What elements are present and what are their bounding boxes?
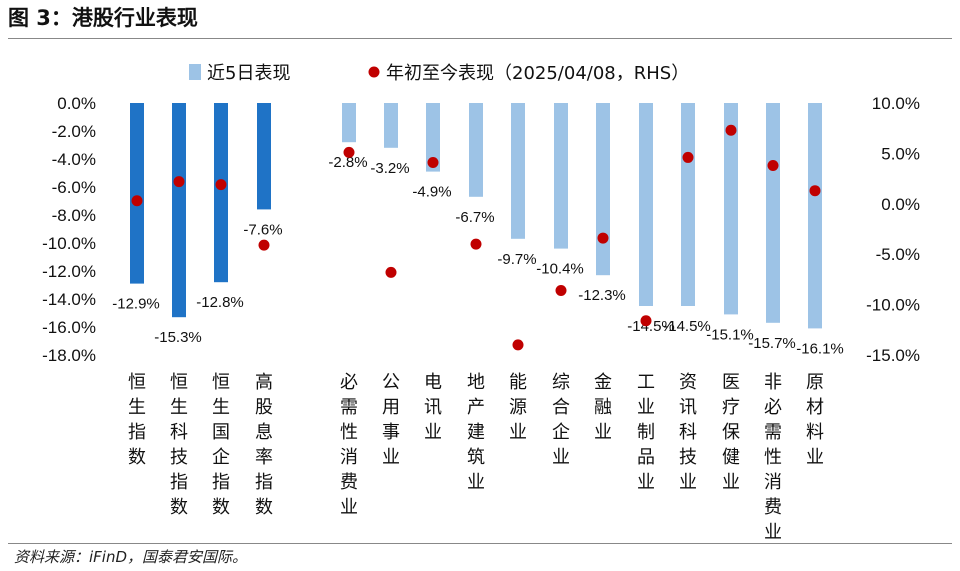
bar-value-label: -12.8%	[196, 294, 244, 311]
x-category-label: 恒生国企指数	[212, 372, 230, 518]
bar-11	[596, 103, 610, 276]
bar-value-label: -14.5%	[663, 318, 711, 335]
bar-6	[384, 103, 398, 148]
y-left-tick-label: 0.0%	[57, 94, 96, 113]
bar-value-label: -15.1%	[706, 326, 754, 343]
bar-value-label: -6.7%	[455, 209, 494, 226]
ytd-dot-10	[555, 284, 567, 296]
legend-bar-label: 近5日表现	[207, 63, 290, 84]
ytd-dot-16	[809, 185, 821, 197]
bar-2	[172, 103, 186, 318]
bar-value-label: -14.5%	[627, 318, 675, 335]
y-left-tick-label: -10.0%	[42, 234, 96, 253]
ytd-dot-1	[131, 195, 143, 207]
bar-15	[766, 103, 780, 323]
x-category-label: 地产建筑业	[467, 372, 485, 493]
x-category-label: 恒生指数	[128, 372, 146, 468]
bar-12	[639, 103, 653, 306]
y-left-tick-label: -12.0%	[42, 262, 96, 281]
y-left-tick-label: -18.0%	[42, 346, 96, 365]
ytd-dot-12	[640, 315, 652, 327]
bar-value-label: -3.2%	[370, 160, 409, 177]
ytd-dot-4	[258, 239, 270, 251]
ytd-dot-9	[512, 339, 524, 351]
y-right-tick-label: 10.0%	[872, 94, 920, 113]
bar-value-label: -12.9%	[112, 296, 160, 313]
x-category-label: 资讯科技业	[679, 372, 697, 493]
bar-10	[554, 103, 568, 249]
ytd-dot-11	[597, 232, 609, 244]
ytd-dot-5	[343, 146, 355, 158]
y-right-tick-label: -15.0%	[866, 346, 920, 365]
ytd-dot-2	[173, 176, 185, 188]
legend-bar-swatch	[189, 64, 201, 80]
x-category-label: 原材料业	[806, 372, 824, 468]
legend-dot-swatch	[368, 66, 380, 78]
bar-14	[724, 103, 738, 315]
x-category-label: 工业制品业	[637, 372, 655, 493]
bar-13	[681, 103, 695, 306]
y-right-tick-label: 5.0%	[881, 144, 920, 163]
bar-1	[130, 103, 144, 284]
bar-7	[426, 103, 440, 172]
ytd-dot-3	[215, 179, 227, 191]
ytd-dot-8	[470, 238, 482, 250]
x-category-label: 电讯业	[424, 372, 442, 443]
bar-16	[808, 103, 822, 329]
y-right-tick-label: -10.0%	[866, 296, 920, 315]
ytd-dot-15	[767, 159, 779, 171]
y-left-tick-label: -2.0%	[52, 122, 96, 141]
bar-9	[511, 103, 525, 239]
x-category-label: 非必需性消费业	[764, 372, 782, 543]
y-left-tick-label: -8.0%	[52, 206, 96, 225]
bar-3	[214, 103, 228, 283]
bar-value-label: -16.1%	[796, 340, 844, 357]
bar-value-label: -9.7%	[497, 251, 536, 268]
y-left-tick-label: -4.0%	[52, 150, 96, 169]
bar-value-label: -10.4%	[536, 261, 584, 278]
source-rule	[8, 543, 952, 544]
chart-title: 图 3：港股行业表现	[8, 6, 198, 30]
title-rule	[8, 38, 952, 39]
y-left-tick-label: -14.0%	[42, 290, 96, 309]
ytd-dot-7	[427, 156, 439, 168]
bar-value-label: -7.6%	[243, 221, 282, 238]
x-category-label: 综合企业	[552, 372, 570, 468]
y-left-tick-label: -16.0%	[42, 318, 96, 337]
legend-dot-label: 年初至今表现（2025/04/08，RHS）	[386, 63, 689, 84]
bar-5	[342, 103, 356, 143]
x-category-label: 高股息率指数	[255, 372, 273, 518]
y-right-tick-label: 0.0%	[881, 195, 920, 214]
x-category-label: 公用事业	[382, 372, 400, 468]
bar-value-label: -15.3%	[154, 329, 202, 346]
bar-value-label: -4.9%	[412, 184, 451, 201]
ytd-dot-13	[682, 151, 694, 163]
source-note: 资料来源：iFinD，国泰君安国际。	[14, 548, 248, 566]
x-category-label: 必需性消费业	[340, 372, 358, 518]
y-left-tick-label: -6.0%	[52, 178, 96, 197]
x-category-label: 医疗保健业	[722, 372, 740, 493]
ytd-dot-14	[725, 124, 737, 136]
bar-8	[469, 103, 483, 197]
ytd-dot-6	[385, 266, 397, 278]
x-category-label: 能源业	[509, 372, 527, 443]
bar-4	[257, 103, 271, 210]
bar-value-label: -12.3%	[578, 287, 626, 304]
bar-value-label: -15.7%	[748, 335, 796, 352]
y-right-tick-label: -5.0%	[876, 245, 920, 264]
x-category-label: 恒生科技指数	[170, 372, 188, 518]
x-category-label: 金融业	[594, 372, 612, 443]
bar-value-label: -2.8%	[328, 154, 367, 171]
